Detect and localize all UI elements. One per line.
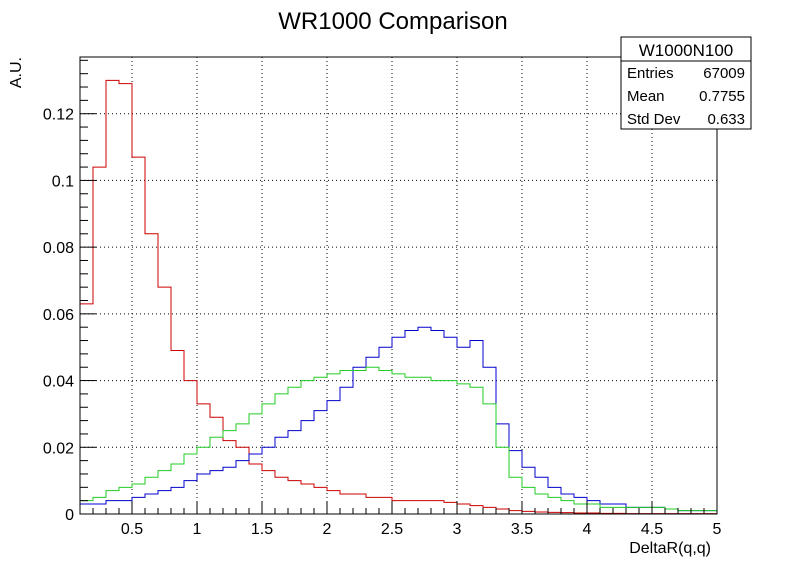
stats-stddev-label: Std Dev xyxy=(627,111,681,128)
plot-frame xyxy=(79,56,718,515)
axes: 0.5 1 1.5 2 2.5 3 3.5 4 4.5 5 0 0.02 0.04 0.06 0.08 0.1… xyxy=(43,59,722,538)
y-tick-label-1: 0.02 xyxy=(43,440,74,457)
chart-title: WR1000 Comparison xyxy=(278,8,507,35)
stats-box: W1000N100 Entries 67009 Mean 0.7755 Std … xyxy=(620,36,752,130)
x-tick-label-7: 4 xyxy=(583,521,592,538)
y-tick-label-0: 0 xyxy=(65,507,74,524)
x-tick-label-1: 1 xyxy=(193,521,202,538)
x-tick-label-2: 1.5 xyxy=(251,521,273,538)
series-line-2 xyxy=(80,366,717,512)
y-tick-label-5: 0.1 xyxy=(52,173,74,190)
stats-entries-label: Entries xyxy=(627,65,674,82)
y-tick-label-4: 0.08 xyxy=(43,240,74,257)
y-tick-label-3: 0.06 xyxy=(43,307,74,324)
stats-mean-label: Mean xyxy=(627,88,665,105)
y-tick-label-2: 0.04 xyxy=(43,374,74,391)
stats-entries-value: 67009 xyxy=(703,65,745,82)
y-tick-label-6: 0.12 xyxy=(43,107,74,124)
x-tick-label-9: 5 xyxy=(713,521,722,538)
y-axis-label: A.U. xyxy=(8,57,25,88)
x-tick-label-3: 2 xyxy=(323,521,332,538)
x-tick-label-4: 2.5 xyxy=(381,521,403,538)
x-tick-label-6: 3.5 xyxy=(511,521,533,538)
x-tick-label-8: 4.5 xyxy=(641,521,663,538)
x-tick-label-5: 3 xyxy=(453,521,462,538)
stats-box-frame xyxy=(620,36,752,130)
stats-box-title: W1000N100 xyxy=(639,41,734,60)
x-tick-label-0: 0.5 xyxy=(121,521,143,538)
x-axis-label: DeltaR(q,q) xyxy=(629,540,711,557)
stats-stddev-value: 0.633 xyxy=(707,111,745,128)
series-line-1 xyxy=(80,326,717,512)
stats-mean-value: 0.7755 xyxy=(699,88,745,105)
